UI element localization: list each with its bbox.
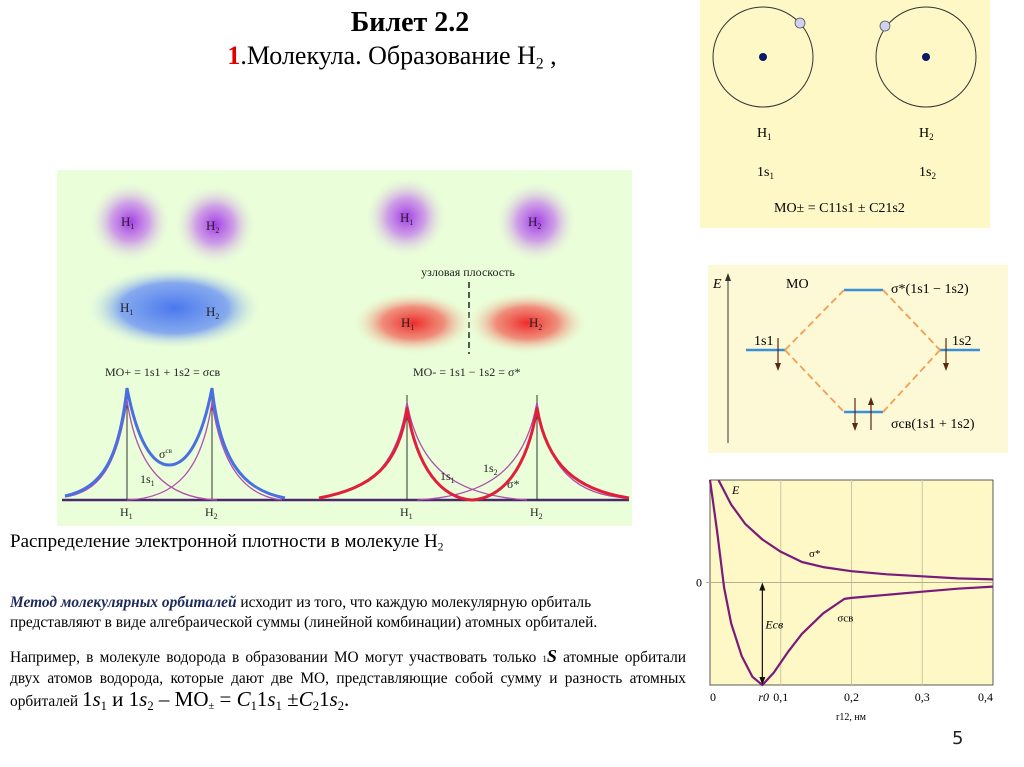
- binding-energy-label: Eсв: [764, 618, 783, 632]
- antibonding-density-curve: [318, 407, 630, 502]
- mo-method-term: Метод молекулярных орбиталей: [10, 594, 237, 611]
- pe-chart-svg: 0 0,1 0,2 0,3 0,4 0 E Eсв r0 σ* σсв r12, нм: [696, 479, 994, 723]
- r0-label: r0: [758, 690, 769, 704]
- label-h1-anti: H1: [401, 315, 414, 332]
- ls2-label-right: 1s2: [483, 461, 498, 477]
- label-h1: H1: [121, 214, 134, 231]
- sigma-bond-level-label: σсв(1s1 + 1s2): [891, 417, 975, 432]
- mo-minus-formula: MO- = 1s1 − 1s2 = σ*: [413, 365, 520, 379]
- figure-caption: Распределение электронной плотности в мо…: [10, 531, 444, 554]
- bonding-cloud: [84, 266, 264, 350]
- electron-h1: [794, 17, 806, 29]
- label-h1-bond: H1: [120, 300, 133, 317]
- electron-h2: [879, 20, 891, 32]
- energy-svg: E MO σ*(1s1 − 1s2) 1s1 1s2 σсв(1s1 + 1s2…: [712, 273, 980, 443]
- y-tick-label: 0: [696, 576, 702, 590]
- mo-header: MO: [786, 277, 809, 292]
- atoms-h1-label: H1: [757, 126, 772, 142]
- atom-cloud-h1: [88, 180, 172, 264]
- arrow-up-icon: [759, 582, 766, 591]
- nucleus-h1: [759, 53, 767, 61]
- arrow-down-icon: [759, 677, 766, 685]
- x-tick-label: 0: [710, 690, 716, 704]
- h1-axis-label-right: H1: [400, 505, 413, 521]
- atom-cloud-h1-right: [364, 175, 448, 259]
- ao-1s2-curve-right: [416, 401, 630, 501]
- sigma-bond-curve: [708, 479, 994, 687]
- correlation-lines: [784, 289, 941, 413]
- subtitle-number: 1: [227, 41, 241, 70]
- sigma-bond-label: σсв: [159, 447, 173, 461]
- spin-down-icon: [852, 423, 858, 431]
- atoms-h2-label: H2: [919, 126, 934, 142]
- x-tick-label: 0,3: [915, 690, 930, 704]
- antibonding-lobe-left: [351, 291, 475, 355]
- ao-1s1-curve-left: [64, 399, 218, 501]
- label-h1-right: H1: [400, 210, 413, 227]
- atoms-svg: H1 H2 1s1 1s2 MO± = C11s1 ± C21s2: [712, 6, 977, 216]
- atoms-mo-formula: MO± = C11s1 ± C21s2: [774, 201, 905, 216]
- nucleus-h2: [922, 53, 930, 61]
- bonding-density-curve: [64, 387, 286, 500]
- spin-down-icon: [943, 363, 949, 371]
- label-h2-right: H2: [528, 214, 541, 231]
- mo-method-paragraph: Метод молекулярных орбиталей исходит из …: [10, 594, 598, 631]
- series-label-sigma-bond: σсв: [837, 612, 853, 624]
- h2-axis-label-right: H2: [530, 505, 543, 521]
- ao-1s1-curve-right: [318, 401, 528, 501]
- atom-cloud-h2-right: [494, 180, 578, 264]
- subtitle-text: .Молекула. Образование H: [240, 41, 536, 70]
- electron-density-figure: H1 H2 H1 H2 H1 H2 узловая плоскость H1 H…: [57, 170, 632, 526]
- label-h2-anti: H2: [529, 315, 542, 332]
- h1-axis-label-left: H1: [120, 505, 133, 521]
- ao-1s2-curve-left: [126, 401, 283, 501]
- density-svg: H1 H2 H1 H2 H1 H2 узловая плоскость H1 H…: [62, 175, 630, 521]
- x-tick-label: 0,1: [773, 690, 788, 704]
- label-h2-bond: H2: [206, 304, 219, 321]
- formula-inline: 1s1 и 1s2 – МО± = C11s1 ±C21s2.: [81, 687, 350, 713]
- orbit-h1: [712, 6, 814, 108]
- sigma-star-level-label: σ*(1s1 − 1s2): [891, 282, 969, 297]
- subtitle-tail: ,: [543, 41, 557, 70]
- page-number: 5: [952, 728, 964, 749]
- ao-1s2-label: 1s2: [952, 334, 971, 349]
- ao-1s1-label: 1s1: [754, 334, 773, 349]
- sigma-star-curve: [717, 479, 994, 581]
- ls1-label-right: 1s1: [440, 469, 455, 485]
- sigma-star-label: σ*: [507, 477, 519, 491]
- slide-subtitle: 1.Молекула. Образование H2 ,: [142, 40, 642, 81]
- x-axis-label: r12, нм: [836, 712, 867, 723]
- nodal-plane-label: узловая плоскость: [421, 265, 515, 279]
- x-tick-label: 0,4: [978, 690, 993, 704]
- x-tick-label: 0,2: [844, 690, 859, 704]
- spin-down-icon: [775, 363, 781, 371]
- label-h2: H2: [206, 218, 219, 235]
- slide-title-block: Билет 2.2 1.Молекула. Образование H2 ,: [227, 6, 570, 81]
- subtitle-sub: 2: [535, 55, 544, 73]
- slide-title: Билет 2.2: [350, 7, 470, 38]
- ls1-label-left: 1s1: [140, 472, 155, 488]
- atoms-1s1-label: 1s1: [757, 165, 774, 181]
- energy-level-diagram: E MO σ*(1s1 − 1s2) 1s1 1s2 σсв(1s1 + 1s2…: [708, 265, 1008, 453]
- y-axis-label: E: [731, 483, 740, 497]
- spin-up-icon: [868, 397, 874, 405]
- mo-plus-formula: MO+ = 1s1 + 1s2 = σсв: [105, 365, 221, 379]
- energy-axis-label: E: [712, 277, 722, 292]
- example-paragraph: Например, в молекуле водорода в образова…: [10, 646, 686, 713]
- atoms-diagram: H1 H2 1s1 1s2 MO± = C11s1 ± C21s2: [700, 0, 990, 228]
- series-label-sigma-star: σ*: [809, 548, 820, 560]
- energy-axis-arrow-icon: [725, 273, 731, 281]
- antibonding-lobe-right: [465, 291, 589, 355]
- orbit-h2: [875, 6, 977, 108]
- h2-axis-label-left: H2: [205, 505, 218, 521]
- potential-energy-chart: 0 0,1 0,2 0,3 0,4 0 E Eсв r0 σ* σсв r12, нм: [690, 470, 1010, 730]
- atom-cloud-h2: [173, 183, 257, 267]
- atoms-1s2-label: 1s2: [919, 165, 936, 181]
